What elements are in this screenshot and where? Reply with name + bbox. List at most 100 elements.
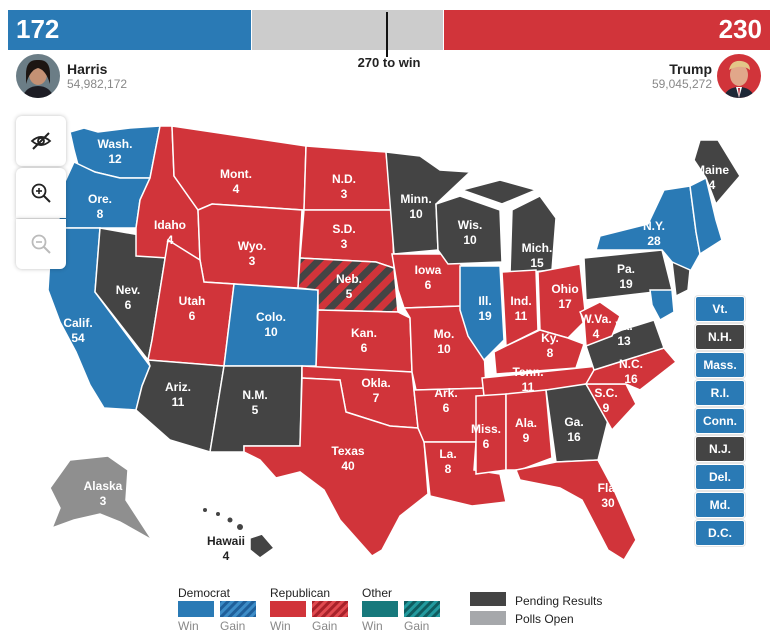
harris-vote-count: 54,982,172 (67, 77, 128, 91)
trump-vote-count: 59,045,272 (651, 77, 712, 91)
label-mississippi: Miss. 6 (470, 422, 501, 451)
label-arkansas: Ark. 6 (434, 386, 458, 415)
toggle-labels-button[interactable] (16, 116, 66, 166)
state-maine[interactable] (693, 139, 741, 206)
label-illinois: Ill. 19 (478, 294, 492, 323)
dem-ev-total: 172 (16, 14, 60, 44)
legend-rep-gain-swatch (312, 601, 348, 617)
label-missouri: Mo. 10 (433, 327, 455, 356)
label-new-york: N.Y. 28 (642, 219, 665, 248)
legend-dem-win-swatch (178, 601, 214, 617)
label-alabama: Ala. 9 (514, 416, 537, 445)
eye-slash-icon (30, 132, 52, 150)
box-dc[interactable]: D.C. (695, 520, 745, 546)
state-indiana[interactable] (501, 269, 539, 348)
box-vermont[interactable]: Vt. (695, 296, 745, 322)
zoom-out-icon (31, 234, 51, 254)
hawaii-island-4 (203, 508, 207, 512)
label-south-dakota: S.D. 3 (332, 222, 356, 251)
legend-pending-swatch (470, 592, 506, 606)
legend-rep-gain-label: Gain (312, 619, 338, 633)
label-kentucky: Ky. 8 (541, 331, 559, 360)
zoom-in-button[interactable] (16, 168, 66, 218)
box-delaware[interactable]: Del. (695, 464, 745, 490)
label-new-mexico: N.M. 5 (242, 388, 268, 417)
label-texas: Texas 40 (331, 444, 365, 473)
state-new-jersey[interactable] (671, 260, 691, 298)
legend-polls-open-label: Polls Open (515, 612, 574, 626)
pending-bar-segment (251, 10, 444, 50)
threshold-marker (386, 12, 388, 57)
label-north-carolina: N.C. 16 (619, 357, 643, 386)
box-connecticut[interactable]: Conn. (695, 408, 745, 434)
label-wisconsin: Wis. 10 (457, 218, 483, 247)
threshold-label: 270 to win (357, 55, 421, 70)
box-new-jersey[interactable]: N.J. (695, 436, 745, 462)
label-georgia: Ga. 16 (564, 415, 584, 444)
label-oklahoma: Okla. 7 (361, 376, 391, 405)
label-oregon: Ore. 8 (87, 192, 112, 221)
label-arizona: Ariz. 11 (164, 380, 191, 409)
label-alaska: Alaska 3 (83, 479, 123, 508)
label-virginia: Va. 13 (615, 319, 633, 348)
label-nevada: Nev. 6 (115, 283, 141, 312)
state-hawaii[interactable] (249, 533, 276, 559)
label-maine: Maine 4 (694, 163, 729, 192)
legend-other-gain-swatch (404, 601, 440, 617)
label-ohio: Ohio 17 (551, 282, 579, 311)
harris-name: Harris (67, 61, 108, 77)
label-minnesota: Minn. 10 (400, 192, 432, 221)
legend-rep-win-label: Win (270, 619, 291, 633)
label-wyoming: Wyo. 3 (237, 239, 267, 268)
legend-pending-label: Pending Results (515, 594, 603, 608)
rep-ev-total: 230 (718, 14, 762, 44)
zoom-out-button[interactable] (16, 219, 66, 269)
state-florida[interactable] (514, 459, 637, 562)
trump-avatar (717, 54, 761, 98)
state-wisconsin[interactable] (435, 195, 503, 265)
label-west-virginia: W.Va. 4 (580, 312, 612, 341)
state-texas[interactable] (243, 377, 429, 557)
hawaii-island-3 (216, 512, 220, 516)
label-hawaii: Hawaii 4 (206, 534, 245, 563)
label-south-carolina: S.C. 9 (594, 386, 618, 415)
label-michigan: Mich. 15 (521, 241, 553, 270)
label-north-dakota: N.D. 3 (332, 172, 356, 201)
label-utah: Utah 6 (178, 294, 206, 323)
label-florida: Fla. 30 (597, 481, 619, 510)
state-kentucky[interactable] (493, 329, 585, 375)
box-massachusetts[interactable]: Mass. (695, 352, 745, 378)
state-georgia[interactable] (545, 383, 609, 463)
legend-rep-title: Republican (270, 586, 331, 600)
legend-dem-gain-label: Gain (220, 619, 246, 633)
state-michigan-up[interactable] (459, 179, 539, 205)
hawaii-island-1 (237, 524, 243, 530)
label-tennessee: Tenn. 11 (512, 365, 544, 394)
state-mississippi[interactable] (475, 393, 507, 475)
legend-dem-win-label: Win (178, 619, 199, 633)
legend-other-title: Other (362, 586, 393, 600)
box-new-hampshire[interactable]: N.H. (695, 324, 745, 350)
state-virginia[interactable] (585, 319, 665, 371)
legend-dem-gain-swatch (220, 601, 256, 617)
label-kansas: Kan. 6 (350, 326, 377, 355)
hawaii-island-2 (227, 517, 233, 523)
label-indiana: Ind. 11 (510, 294, 532, 323)
state-ohio[interactable] (537, 263, 587, 339)
state-michigan[interactable] (509, 195, 557, 275)
box-maryland[interactable]: Md. (695, 492, 745, 518)
label-pennsylvania: Pa. 19 (616, 262, 635, 291)
state-alabama[interactable] (505, 389, 553, 471)
electoral-vote-bar: 172 230 (8, 10, 770, 50)
legend-polls-open-swatch (470, 611, 506, 625)
state-mid-atlantic[interactable] (649, 289, 675, 322)
label-montana: Mont. 4 (220, 167, 252, 196)
state-alaska[interactable] (49, 455, 153, 541)
state-west-virginia[interactable] (578, 301, 621, 348)
label-california: Calif. 54 (63, 316, 93, 345)
label-colorado: Colo. 10 (256, 310, 286, 339)
state-illinois[interactable] (459, 265, 505, 362)
box-rhode-island[interactable]: R.I. (695, 380, 745, 406)
legend-other-gain-label: Gain (404, 619, 430, 633)
